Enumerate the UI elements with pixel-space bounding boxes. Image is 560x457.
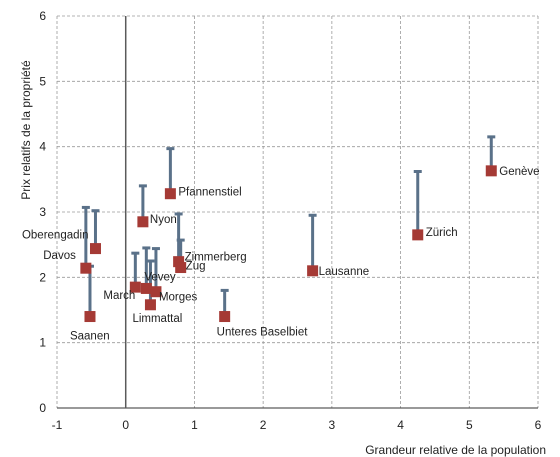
grid-lines bbox=[57, 16, 538, 408]
x-tick-label: 1 bbox=[191, 418, 198, 432]
x-tick-label: 3 bbox=[329, 418, 336, 432]
y-tick-label: 2 bbox=[39, 270, 46, 284]
x-tick-label: 0 bbox=[122, 418, 129, 432]
x-tick-label: 2 bbox=[260, 418, 267, 432]
tick-labels: -1 0 1 2 3 4 5 6 0 1 2 3 4 5 6 bbox=[39, 9, 541, 432]
data-point-marker bbox=[141, 283, 152, 294]
point-labels: GenèveZürichLausannePfannenstielNyonZimm… bbox=[22, 166, 540, 343]
point-label: Zug bbox=[186, 261, 206, 273]
point-label: Lausanne bbox=[319, 266, 370, 278]
point-label: Saanen bbox=[70, 331, 110, 343]
x-tick-label: 5 bbox=[466, 418, 473, 432]
point-label: March bbox=[103, 290, 135, 302]
point-label: Pfannenstiel bbox=[178, 187, 241, 199]
x-tick-label: 4 bbox=[397, 418, 404, 432]
x-tick-label: -1 bbox=[52, 418, 63, 432]
data-point-marker bbox=[137, 216, 148, 227]
y-tick-label: 0 bbox=[39, 401, 46, 415]
data-point-marker bbox=[80, 263, 91, 274]
data-point-marker bbox=[90, 243, 101, 254]
data-point-marker bbox=[175, 262, 186, 273]
y-tick-label: 1 bbox=[39, 336, 46, 350]
point-label: Vevey bbox=[144, 271, 176, 283]
data-point-marker bbox=[84, 311, 95, 322]
point-label: Davos bbox=[43, 250, 76, 262]
data-point-marker bbox=[486, 165, 497, 176]
y-tick-label: 5 bbox=[39, 74, 46, 88]
point-label: Morges bbox=[159, 292, 198, 304]
data-point-marker bbox=[307, 265, 318, 276]
data-point-marker bbox=[145, 299, 156, 310]
x-axis-title: Grandeur relative de la population bbox=[365, 443, 546, 457]
x-tick-label: 6 bbox=[535, 418, 542, 432]
y-tick-label: 3 bbox=[39, 205, 46, 219]
data-point-marker bbox=[412, 229, 423, 240]
point-label: Oberengadin bbox=[22, 230, 89, 242]
data-point-marker bbox=[165, 188, 176, 199]
data-point-marker bbox=[219, 311, 230, 322]
y-tick-label: 6 bbox=[39, 9, 46, 23]
y-axis-title: Prix relatifs de la propriété bbox=[19, 60, 33, 200]
point-label: Zürich bbox=[426, 227, 458, 239]
point-label: Limmattal bbox=[132, 313, 182, 325]
point-label: Nyon bbox=[150, 214, 177, 226]
point-label: Unteres Baselbiet bbox=[217, 327, 309, 339]
point-label: Genève bbox=[499, 166, 539, 178]
y-tick-label: 4 bbox=[39, 140, 46, 154]
